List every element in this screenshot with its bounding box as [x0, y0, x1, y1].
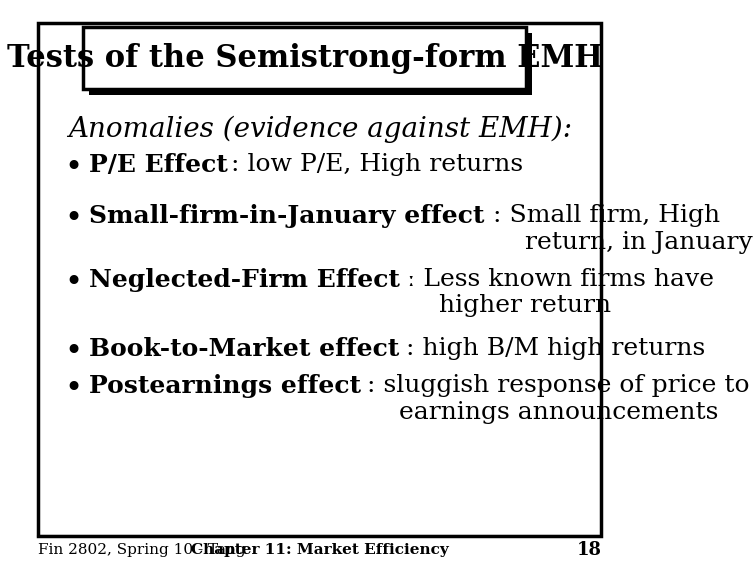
Text: Chapter 11: Market Efficiency: Chapter 11: Market Efficiency — [191, 543, 448, 557]
Text: ː Less known firms have
    higher return: ː Less known firms have higher return — [407, 268, 714, 317]
Text: : Small firm, High
    return, in January: : Small firm, High return, in January — [494, 204, 753, 254]
Text: : sluggish response of price to
    earnings announcements: : sluggish response of price to earnings… — [367, 374, 749, 424]
FancyBboxPatch shape — [82, 27, 526, 89]
Text: •: • — [65, 268, 83, 299]
Text: Small-firm-in-January effect: Small-firm-in-January effect — [88, 204, 484, 229]
Text: Tests of the Semistrong-form EMH: Tests of the Semistrong-form EMH — [7, 43, 603, 74]
Text: Anomalies (evidence against EMH):: Anomalies (evidence against EMH): — [68, 115, 572, 142]
Text: Book-to-Market effect: Book-to-Market effect — [88, 337, 399, 361]
Text: Neglected-Firm Effect: Neglected-Firm Effect — [88, 268, 399, 292]
Text: : low P/E, High returns: : low P/E, High returns — [231, 153, 523, 176]
FancyBboxPatch shape — [38, 23, 602, 536]
Text: •: • — [65, 337, 83, 368]
Text: P/E Effect: P/E Effect — [88, 153, 228, 177]
Text: •: • — [65, 204, 83, 236]
Text: : high B/M high returns: : high B/M high returns — [406, 337, 705, 360]
Text: Postearnings effect: Postearnings effect — [88, 374, 361, 399]
Text: 18: 18 — [576, 541, 602, 559]
Text: •: • — [65, 153, 83, 184]
Text: •: • — [65, 374, 83, 406]
FancyBboxPatch shape — [88, 33, 532, 95]
Text: Fin 2802, Spring 10 - Tang: Fin 2802, Spring 10 - Tang — [38, 543, 245, 557]
